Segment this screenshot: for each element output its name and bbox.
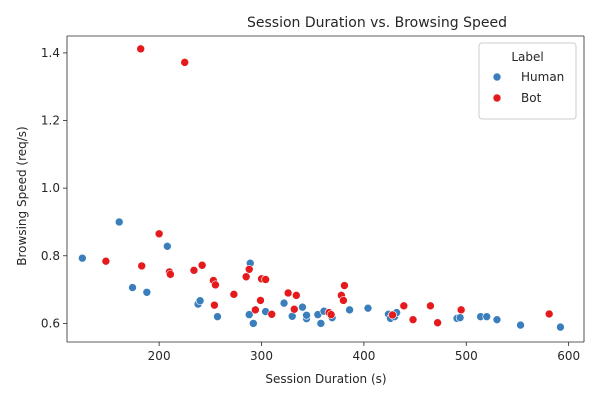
point-bot-13 bbox=[241, 272, 251, 282]
point-human-31 bbox=[482, 312, 492, 321]
point-bot-33 bbox=[456, 305, 466, 315]
point-human-10 bbox=[249, 319, 258, 328]
point-human-7 bbox=[213, 312, 222, 321]
point-bot-28 bbox=[388, 310, 397, 320]
point-human-4 bbox=[163, 242, 172, 251]
legend-box bbox=[478, 42, 577, 120]
axes-layer: 200 300 400 500 600 0.6 0.8 1.0 1.2 1.4 bbox=[41, 35, 585, 363]
legend-title: Label bbox=[511, 50, 543, 64]
x-axis-label: Session Duration (s) bbox=[265, 372, 386, 386]
point-human-6 bbox=[195, 296, 205, 306]
point-bot-0 bbox=[101, 256, 111, 266]
point-bot-26 bbox=[339, 296, 348, 305]
x-tick-label-0: 200 bbox=[148, 349, 171, 363]
point-bot-27 bbox=[340, 281, 349, 290]
point-human-9 bbox=[244, 310, 254, 319]
point-bot-5 bbox=[166, 270, 175, 279]
legend-label-human: Human bbox=[521, 70, 564, 84]
point-bot-1 bbox=[136, 44, 146, 54]
x-tick-label-1: 300 bbox=[250, 349, 273, 363]
point-bot-15 bbox=[251, 305, 260, 315]
point-bot-21 bbox=[289, 304, 299, 314]
point-bot-7 bbox=[189, 266, 199, 275]
point-bot-11 bbox=[211, 280, 220, 290]
x-tick-label-2: 400 bbox=[352, 349, 375, 363]
y-tick-label-1: 0.8 bbox=[41, 249, 60, 263]
legend-marker-bot bbox=[492, 93, 502, 103]
point-bot-34 bbox=[544, 309, 554, 319]
point-bot-31 bbox=[426, 301, 435, 311]
point-bot-19 bbox=[267, 309, 277, 319]
points-layer bbox=[78, 44, 565, 332]
point-bot-32 bbox=[433, 318, 442, 328]
chart-title: Session Duration vs. Browsing Speed bbox=[247, 15, 507, 31]
point-human-3 bbox=[142, 287, 152, 297]
x-tick-label-4: 600 bbox=[557, 349, 580, 363]
point-bot-2 bbox=[137, 261, 147, 271]
point-human-1 bbox=[114, 217, 124, 227]
point-human-34 bbox=[556, 322, 565, 332]
point-human-14 bbox=[298, 302, 307, 312]
point-bot-3 bbox=[154, 229, 164, 239]
point-bot-10 bbox=[210, 300, 219, 310]
point-human-23 bbox=[363, 303, 373, 313]
point-human-22 bbox=[345, 305, 354, 315]
point-human-18 bbox=[316, 319, 326, 328]
point-human-12 bbox=[279, 298, 289, 308]
y-tick-label-4: 1.4 bbox=[41, 46, 60, 60]
legend-marker-human bbox=[492, 72, 502, 82]
point-bot-12 bbox=[229, 290, 239, 299]
point-human-2 bbox=[128, 283, 137, 292]
point-human-32 bbox=[492, 315, 502, 324]
point-bot-16 bbox=[256, 296, 265, 305]
point-human-16 bbox=[302, 310, 311, 320]
x-tick-label-3: 500 bbox=[455, 349, 478, 363]
point-bot-18 bbox=[261, 275, 270, 284]
point-bot-22 bbox=[292, 291, 301, 300]
point-bot-29 bbox=[399, 301, 409, 311]
point-bot-6 bbox=[180, 58, 190, 67]
point-human-33 bbox=[516, 320, 525, 330]
point-bot-8 bbox=[197, 260, 207, 270]
legend-label-bot: Bot bbox=[521, 91, 542, 105]
point-human-13 bbox=[287, 311, 297, 321]
point-human-0 bbox=[78, 253, 87, 263]
point-human-29 bbox=[455, 313, 465, 322]
y-tick-label-3: 1.2 bbox=[41, 114, 60, 128]
point-bot-30 bbox=[408, 315, 418, 324]
y-tick-label-0: 0.6 bbox=[41, 316, 60, 330]
y-axis-label: Browsing Speed (req/s) bbox=[15, 126, 29, 265]
y-tick-label-2: 1.0 bbox=[41, 181, 60, 195]
point-bot-20 bbox=[283, 288, 293, 298]
legend: Label Human Bot bbox=[478, 42, 577, 120]
point-bot-24 bbox=[326, 310, 336, 319]
point-bot-14 bbox=[244, 264, 254, 274]
